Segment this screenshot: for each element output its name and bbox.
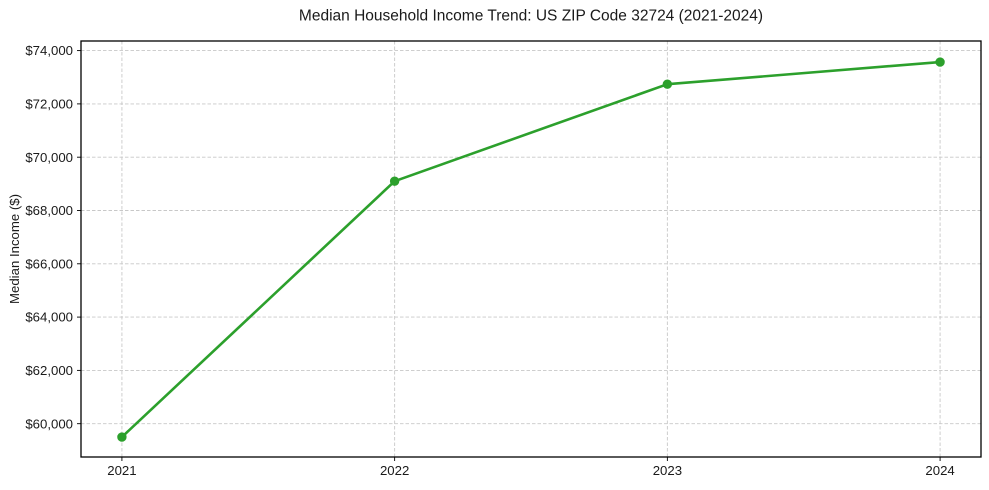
data-point-2023 [662,79,673,89]
y-tick-label: $66,000 [25,256,73,271]
income-series [117,57,945,442]
x-tick-label: 2021 [107,463,136,478]
y-tick-label: $72,000 [25,96,73,111]
y-tick-label: $62,000 [25,363,73,378]
y-tick-label: $70,000 [25,150,73,165]
x-tick-label: 2023 [653,463,682,478]
x-tick-label: 2022 [380,463,409,478]
x-tick-label: 2024 [925,463,954,478]
y-tick-label: $64,000 [25,310,73,325]
income-trend-line [120,60,942,439]
plot-border [80,40,982,458]
y-tick-label: $60,000 [25,416,73,431]
grid-layer [81,41,981,457]
data-point-2021 [117,432,127,442]
y-tick-label: $74,000 [25,43,73,58]
data-point-2024 [935,57,945,67]
chart-title: Median Household Income Trend: US ZIP Co… [299,8,763,25]
axis-ticks: $60,000 $62,000 $64,000 $66,000 $68,000 $70,0… [25,43,954,478]
y-tick-label: $68,000 [25,203,73,218]
data-point-2022 [389,176,400,186]
y-axis-label: Median Income ($) [7,194,22,304]
